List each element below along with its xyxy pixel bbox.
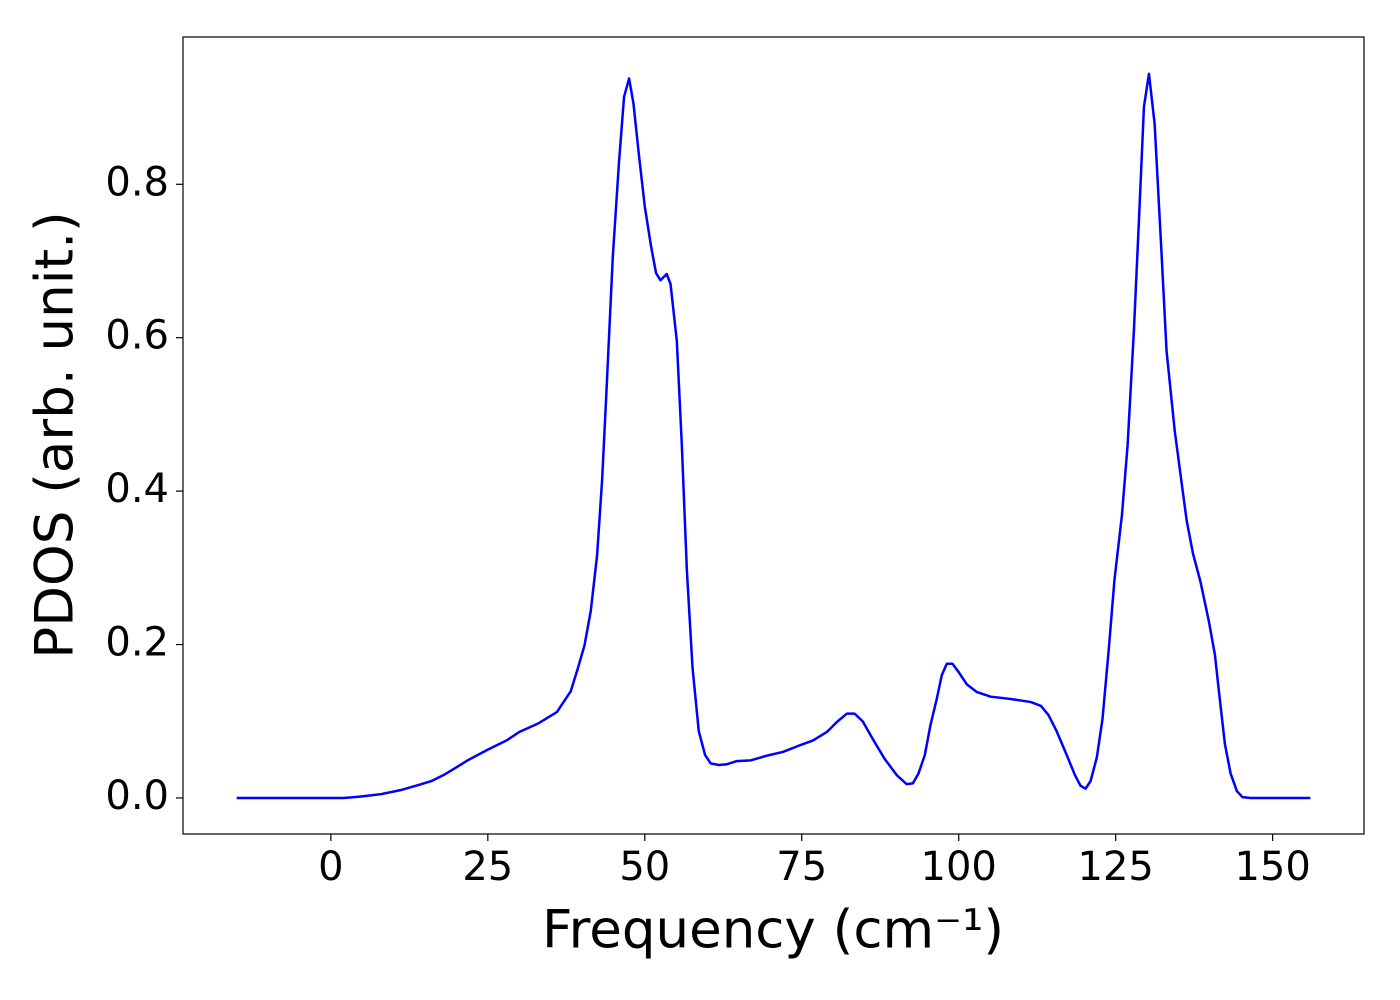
x-tick-label: 125 [1078, 844, 1154, 890]
x-tick-label: 100 [921, 844, 997, 890]
x-tick-label: 150 [1234, 844, 1310, 890]
y-tick-label: 0.8 [105, 159, 169, 205]
x-tick-label: 0 [318, 844, 343, 890]
x-tick-label: 75 [776, 844, 827, 890]
x-tick-label: 50 [619, 844, 670, 890]
plot-frame [182, 36, 1365, 835]
y-tick-label: 0.2 [105, 620, 169, 666]
x-tick-label: 25 [462, 844, 513, 890]
y-tick-label: 0.4 [105, 466, 169, 512]
y-axis-label: PDOS (arb. unit.) [25, 211, 86, 658]
y-tick-label: 0.0 [105, 773, 169, 819]
x-axis-label: Frequency (cm⁻¹) [542, 900, 1004, 961]
data-line [236, 72, 1311, 800]
y-tick-label: 0.6 [105, 313, 169, 359]
